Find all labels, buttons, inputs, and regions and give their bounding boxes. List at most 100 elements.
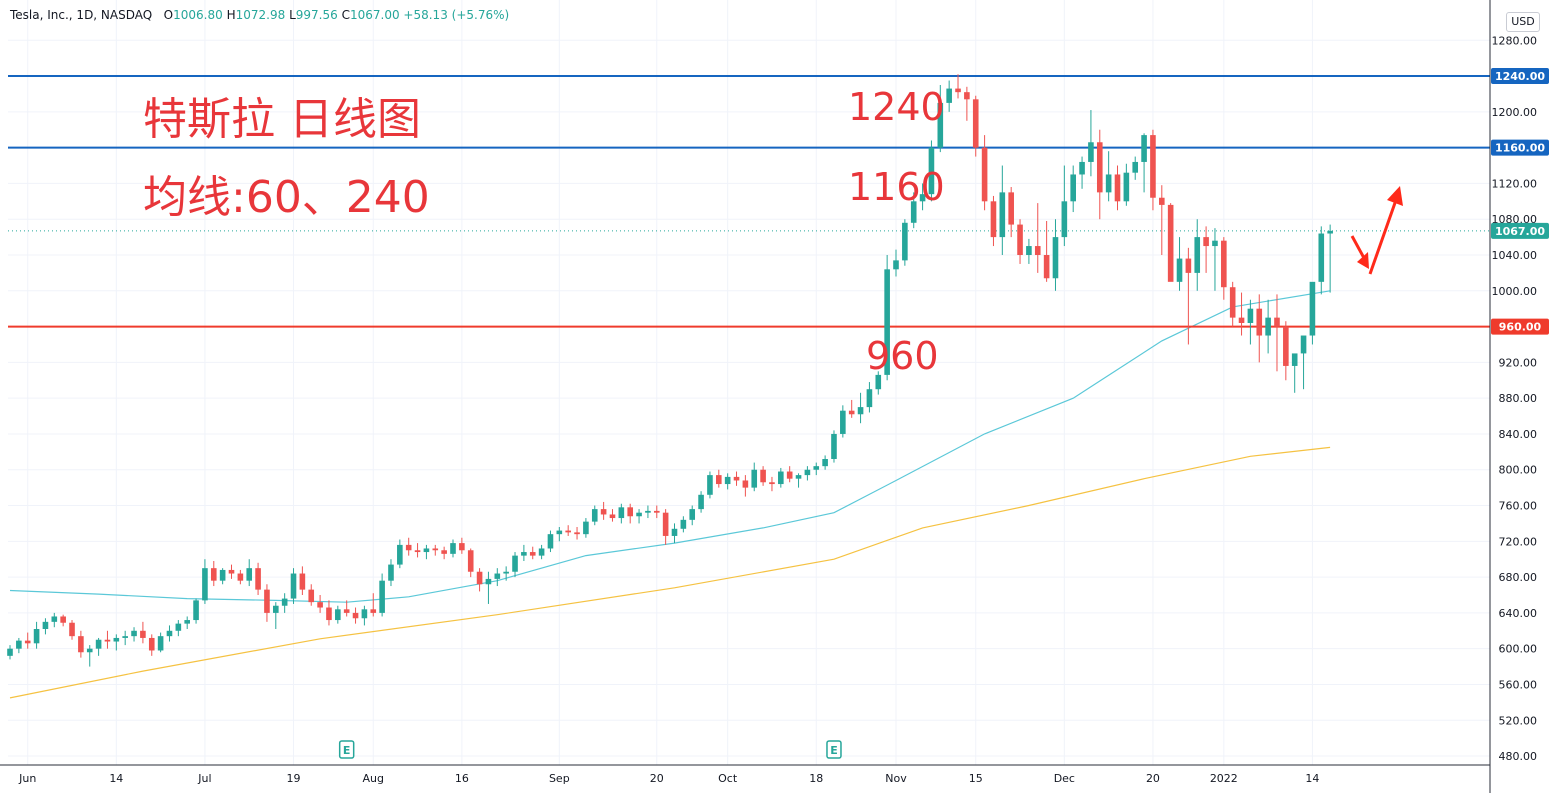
candle-body	[388, 564, 394, 581]
candle-body	[902, 222, 908, 261]
candle-body	[175, 623, 182, 631]
price-tag-label: 1160.00	[1495, 142, 1545, 155]
price-tick-label: 1040.00	[1492, 249, 1538, 262]
price-tick-label: 840.00	[1499, 428, 1538, 441]
candle-body	[459, 543, 465, 551]
candle-body	[148, 637, 155, 651]
high-value: 1072.98	[235, 8, 286, 22]
candle-body	[308, 589, 315, 603]
candle-body	[583, 521, 589, 535]
candle-body	[1079, 161, 1085, 175]
candle-body	[1141, 135, 1147, 162]
candle-body	[680, 519, 687, 529]
price-tick-label: 1120.00	[1492, 177, 1538, 190]
candle-body	[786, 471, 793, 479]
candle-body	[636, 512, 642, 517]
candle-body	[724, 476, 731, 485]
arrow-up-shaft	[1368, 199, 1398, 275]
earnings-marker[interactable]	[338, 740, 355, 759]
price-tick-label: 760.00	[1499, 500, 1538, 513]
annotation-level-960: 960	[866, 334, 939, 378]
candle-body	[1221, 240, 1227, 288]
candle-body	[1008, 192, 1014, 225]
candle-body	[1327, 230, 1333, 234]
candle-body	[140, 630, 146, 638]
candle-body	[210, 568, 217, 581]
candle-body	[999, 192, 1006, 238]
candle-body	[538, 548, 545, 556]
price-tick-label: 680.00	[1499, 571, 1538, 584]
candlesticks	[7, 74, 1333, 667]
price-tick-label: 640.00	[1499, 607, 1538, 620]
candle-body	[645, 510, 651, 513]
candle-body	[1026, 246, 1032, 255]
candle-body	[476, 571, 483, 585]
candle-body	[778, 471, 784, 485]
open-value: 1006.80	[173, 8, 223, 22]
symbol-label: Tesla, Inc., 1D, NASDAQ	[10, 8, 153, 22]
candle-body	[255, 568, 261, 590]
candle-body	[281, 598, 288, 606]
arrow-down-shaft	[1350, 235, 1366, 259]
low-value: 997.56	[295, 8, 338, 22]
candle-body	[822, 459, 828, 467]
candle-body	[494, 573, 501, 579]
candle-body	[42, 621, 49, 629]
candle-body	[1283, 326, 1289, 366]
candle-body	[964, 92, 970, 100]
candle-body	[760, 469, 766, 483]
candle-body	[414, 550, 421, 553]
horizontal-levels[interactable]	[8, 75, 1490, 328]
candle-body	[379, 580, 385, 613]
candle-body	[432, 548, 439, 551]
annotation-arrows	[1350, 186, 1403, 275]
candle-body	[423, 548, 430, 553]
candle-body	[662, 512, 669, 536]
candle-body	[1123, 172, 1130, 202]
change-value: +58.13 (+5.76%)	[403, 8, 510, 22]
candle-body	[361, 609, 368, 619]
candle-body	[618, 507, 625, 519]
candle-body	[1176, 258, 1183, 282]
candle-body	[707, 475, 713, 495]
candle-body	[69, 622, 75, 637]
time-tick-label: Aug	[363, 772, 384, 785]
candle-body	[990, 201, 997, 238]
time-tick-label: Nov	[885, 772, 907, 785]
candle-body	[1096, 142, 1103, 193]
candle-body	[370, 609, 377, 613]
earnings-marker[interactable]	[826, 740, 842, 759]
candle-body	[671, 528, 678, 536]
time-tick-label: 14	[109, 772, 123, 785]
candle-body	[343, 609, 350, 613]
candle-body	[24, 640, 31, 644]
price-tick-label: 600.00	[1499, 643, 1538, 656]
earnings-marker-label: E	[343, 744, 351, 757]
time-tick-label: Dec	[1054, 772, 1075, 785]
candle-body	[166, 630, 173, 637]
annotation-subtitle: 均线:60、240	[143, 172, 430, 223]
candle-body	[450, 543, 456, 554]
candle-body	[1043, 255, 1050, 279]
currency-badge[interactable]: USD	[1506, 12, 1540, 32]
price-tag-label: 1240.00	[1495, 70, 1545, 83]
price-tick-label: 520.00	[1499, 714, 1538, 727]
time-tick-label: 20	[650, 772, 664, 785]
candle-body	[1203, 237, 1209, 247]
price-tick-label: 1280.00	[1492, 34, 1538, 47]
candle-body	[884, 269, 890, 375]
candle-body	[689, 509, 696, 520]
candle-body	[1070, 174, 1076, 202]
gridlines	[8, 0, 1490, 765]
candle-body	[609, 514, 616, 519]
candle-body	[1088, 142, 1094, 162]
price-tag-label: 960.00	[1499, 321, 1542, 334]
candle-body	[955, 88, 961, 93]
candle-body	[1265, 317, 1271, 336]
candle-body	[627, 507, 633, 517]
candle-body	[95, 639, 102, 649]
